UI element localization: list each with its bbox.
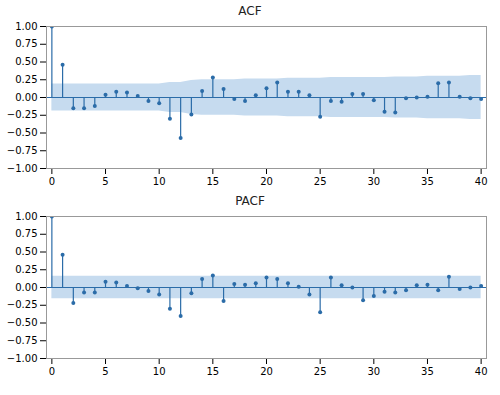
svg-text:0.75: 0.75: [15, 38, 37, 49]
svg-text:20: 20: [260, 366, 273, 377]
svg-text:10: 10: [153, 176, 166, 187]
html-text:PACF: PACF: [235, 194, 265, 208]
svg-text:0: 0: [49, 176, 55, 187]
svg-text:0.50: 0.50: [15, 246, 37, 257]
svg-text:30: 30: [367, 176, 380, 187]
svg-text:−0.75: −0.75: [7, 335, 38, 346]
svg-text:−0.50: −0.50: [7, 317, 38, 328]
svg-text:−0.25: −0.25: [7, 109, 38, 120]
svg-text:0.25: 0.25: [15, 74, 37, 85]
svg-text:5: 5: [102, 176, 108, 187]
svg-text:20: 20: [260, 176, 273, 187]
svg-text:40: 40: [475, 366, 488, 377]
html-text:ACF: ACF: [238, 4, 262, 18]
svg-text:1.00: 1.00: [15, 211, 37, 222]
svg-text:10: 10: [153, 366, 166, 377]
svg-text:0: 0: [49, 366, 55, 377]
svg-text:0.75: 0.75: [15, 228, 37, 239]
svg-text:35: 35: [421, 366, 434, 377]
svg-text:−1.00: −1.00: [7, 163, 38, 174]
svg-text:40: 40: [475, 176, 488, 187]
svg-text:0.00: 0.00: [15, 282, 37, 293]
svg-text:−1.00: −1.00: [7, 353, 38, 364]
svg-text:−0.75: −0.75: [7, 145, 38, 156]
svg-text:15: 15: [206, 176, 219, 187]
svg-text:25: 25: [314, 366, 327, 377]
svg-text:−0.50: −0.50: [7, 127, 38, 138]
svg-text:0.50: 0.50: [15, 56, 37, 67]
svg-text:−0.25: −0.25: [7, 299, 38, 310]
svg-text:5: 5: [102, 366, 108, 377]
svg-text:30: 30: [367, 366, 380, 377]
svg-text:1.00: 1.00: [15, 21, 37, 32]
svg-text:25: 25: [314, 176, 327, 187]
svg-text:15: 15: [206, 366, 219, 377]
svg-text:0.25: 0.25: [15, 264, 37, 275]
svg-text:35: 35: [421, 176, 434, 187]
svg-text:0.00: 0.00: [15, 92, 37, 103]
